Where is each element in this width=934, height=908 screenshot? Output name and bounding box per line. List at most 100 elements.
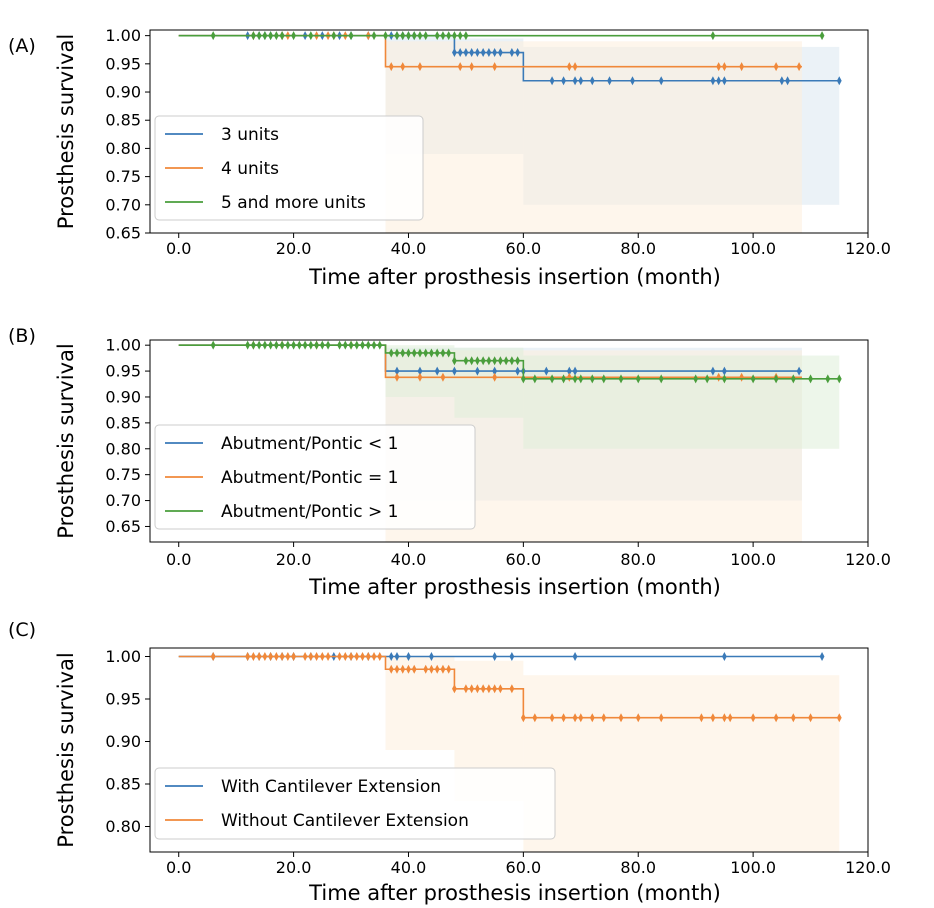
x-tick-label: 80.0 [620, 858, 656, 877]
censor-mark-blue [561, 76, 566, 86]
censor-mark-green [273, 31, 279, 41]
censor-mark-green [360, 340, 365, 350]
censor-mark-orange [394, 664, 400, 674]
panel-tag: (C) [8, 619, 36, 641]
censor-mark-blue [492, 652, 498, 661]
y-tick-label: 0.75 [105, 167, 141, 186]
censor-mark-green [710, 31, 716, 41]
x-tick-label: 0.0 [166, 239, 191, 258]
censor-mark-blue [722, 366, 727, 376]
y-tick-label: 0.95 [105, 54, 141, 73]
x-axis-title: Time after prosthesis insertion (month) [308, 265, 721, 289]
legend-label: 3 units [221, 125, 279, 145]
censor-mark-green [331, 31, 337, 41]
censor-mark-orange [400, 664, 406, 674]
censor-mark-green [463, 356, 469, 366]
x-tick-label: 100.0 [730, 858, 776, 877]
censor-mark-green [434, 348, 440, 358]
censor-mark-green [406, 348, 411, 358]
censor-mark-orange [572, 713, 578, 723]
censor-mark-green [411, 348, 417, 358]
censor-mark-green [250, 340, 256, 350]
censor-mark-green [578, 374, 584, 384]
censor-mark-green [773, 374, 779, 384]
censor-mark-orange [250, 652, 256, 661]
censor-mark-orange [480, 684, 486, 694]
y-tick-label: 0.80 [105, 817, 141, 836]
censor-mark-blue [785, 76, 790, 86]
censor-mark-blue [492, 48, 498, 58]
censor-mark-green [354, 340, 360, 350]
censor-mark-blue [572, 76, 578, 86]
censor-mark-orange [469, 62, 475, 72]
y-tick-label: 0.85 [105, 413, 141, 432]
legend-label: Abutment/Pontic > 1 [221, 502, 398, 522]
censor-mark-blue [492, 366, 498, 376]
censor-mark-orange [337, 652, 342, 661]
censor-mark-orange [492, 62, 498, 72]
censor-mark-orange [417, 372, 423, 382]
censor-mark-green [291, 340, 296, 350]
censor-mark-green [601, 374, 607, 384]
censor-mark-orange [658, 713, 664, 723]
censor-mark-orange [790, 713, 796, 723]
y-tick-label: 0.90 [105, 387, 141, 406]
censor-mark-orange [635, 713, 641, 723]
x-tick-label: 40.0 [391, 858, 427, 877]
censor-mark-orange [417, 62, 423, 72]
censor-mark-blue [630, 76, 635, 86]
censor-mark-orange [400, 62, 406, 72]
x-tick-label: 20.0 [276, 550, 312, 569]
plot-frame [149, 647, 869, 853]
censor-mark-blue [429, 652, 434, 661]
censor-mark-orange [429, 664, 434, 674]
censor-mark-green [302, 340, 308, 350]
censor-mark-blue [572, 366, 578, 376]
censor-mark-green [256, 340, 262, 350]
censor-mark-orange [808, 713, 813, 723]
censor-mark-blue [417, 366, 423, 376]
censor-mark-green [440, 348, 446, 358]
y-tick-label: 0.95 [105, 690, 141, 709]
censor-mark-orange [302, 652, 308, 661]
censor-mark-orange [273, 652, 279, 661]
censor-mark-green [492, 356, 498, 366]
censor-mark-green [446, 348, 452, 358]
censor-mark-green [497, 356, 503, 366]
y-tick-label: 0.90 [105, 83, 141, 102]
y-tick-label: 0.90 [105, 732, 141, 751]
censor-mark-green [279, 340, 285, 350]
censor-mark-green [394, 348, 400, 358]
censor-mark-orange [457, 62, 463, 72]
censor-mark-orange [589, 713, 595, 723]
censor-mark-green [308, 31, 314, 41]
censor-mark-blue [578, 76, 584, 86]
censor-mark-green [371, 340, 377, 350]
censor-mark-blue [457, 48, 463, 58]
y-tick-label: 1.00 [105, 26, 141, 45]
censor-mark-orange [727, 713, 733, 723]
censor-mark-green [457, 31, 463, 41]
censor-mark-orange [716, 62, 722, 72]
censor-mark-blue [497, 48, 503, 58]
censor-mark-orange [773, 713, 779, 723]
censor-mark-green [750, 374, 756, 384]
censor-mark-green [308, 340, 314, 350]
censor-mark-orange [710, 713, 716, 723]
censor-mark-blue [572, 652, 578, 661]
plot-frame [149, 339, 869, 543]
censor-mark-orange [285, 652, 291, 661]
censor-mark-green [440, 31, 446, 41]
censor-mark-orange [388, 664, 394, 674]
censor-mark-green [469, 356, 475, 366]
censor-mark-orange [377, 652, 383, 661]
ci-band-orange-2 [523, 675, 840, 852]
legend-label: 5 and more units [221, 193, 366, 213]
censor-mark-green [520, 374, 526, 384]
censor-mark-green [509, 356, 515, 366]
censor-mark-green [417, 348, 423, 358]
censor-mark-blue [469, 48, 475, 58]
censor-mark-green [693, 374, 699, 384]
censor-mark-orange [354, 652, 360, 661]
censor-mark-orange [796, 62, 802, 72]
